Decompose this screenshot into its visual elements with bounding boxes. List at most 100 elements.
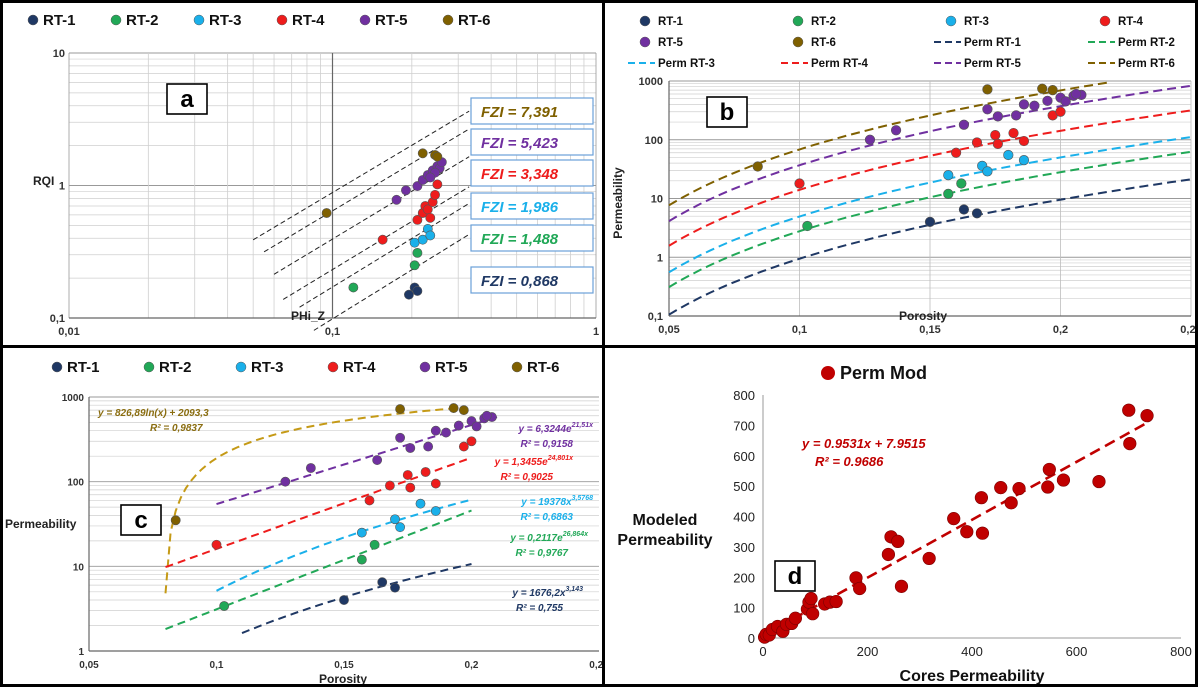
- perm-curve-rt-2: [668, 150, 1192, 288]
- fit-equation-exponent: 3,5768: [572, 495, 594, 502]
- data-point-perm-mod: [974, 491, 989, 505]
- fit-curve-rt-1: [241, 563, 472, 635]
- legend-label-rt-2: RT-2: [126, 12, 159, 29]
- x-tick-label: 0,1: [210, 660, 224, 671]
- legend-marker-rt-5: [639, 36, 651, 48]
- panel-label-b-box: [706, 96, 748, 128]
- perm-curve-rt-6: [668, 81, 1108, 207]
- data-point-rt-5: [441, 427, 451, 438]
- panel-a: FZI = 7,391 FZI = 5,423 FZI = 3,348 FZI = 1…: [3, 3, 602, 345]
- data-point-rt-6: [321, 208, 332, 218]
- y-tick-label: 300: [733, 540, 755, 555]
- data-point-perm-mod: [1123, 436, 1137, 451]
- fzi-label: FZI = 7,391: [481, 104, 558, 121]
- data-point-rt-3: [356, 527, 367, 538]
- fzi-label: FZI = 1,488: [481, 231, 559, 248]
- panel-label-d: d: [788, 563, 803, 590]
- data-point-rt-1: [924, 216, 936, 227]
- fzi-line: [252, 110, 470, 241]
- title-marker: [821, 366, 835, 380]
- data-point-perm-mod: [1092, 474, 1106, 489]
- perm-curve-rt-3: [668, 136, 1192, 274]
- y-axis-label: Permeability: [611, 167, 625, 239]
- fit-curve-rt-3: [216, 498, 472, 592]
- data-point-rt-4: [971, 137, 983, 148]
- fzi-label: FZI = 3,348: [481, 166, 559, 183]
- data-point-rt-5: [1011, 110, 1022, 121]
- fit-equation-rt-5: y = 6,3244e21,51x: [517, 422, 594, 435]
- data-point-rt-4: [377, 234, 388, 245]
- legend-label-perm-rt-4: Perm RT-4: [811, 58, 868, 70]
- data-point-perm-mod: [975, 526, 990, 540]
- fzi-label-box: [470, 159, 594, 187]
- legend-label-rt-5: RT-5: [658, 37, 684, 49]
- x-tick-label: 0,05: [658, 324, 679, 336]
- y-tick-label: 100: [645, 135, 663, 147]
- panel-label-c: c: [134, 507, 147, 534]
- y-tick-label: 100: [67, 478, 84, 489]
- data-point-rt-4: [402, 470, 413, 480]
- y-tick-label: 100: [733, 601, 755, 616]
- data-point-perm-mod: [1012, 481, 1026, 496]
- data-point-rt-6: [982, 84, 993, 95]
- data-point-rt-3: [1003, 149, 1014, 161]
- legend-marker-rt-1: [639, 15, 651, 27]
- data-point-rt-5: [453, 420, 464, 431]
- legend-marker-rt-2: [792, 15, 804, 27]
- x-tick-label: 0,01: [58, 326, 79, 338]
- fzi-line: [273, 156, 470, 275]
- data-point-perm-mod: [922, 551, 936, 566]
- legend-label-perm-rt-3: Perm RT-3: [658, 58, 715, 70]
- legend-marker-rt-4: [276, 14, 288, 26]
- y-tick-label: 10: [73, 562, 85, 573]
- data-point-rt-5: [992, 111, 1003, 122]
- data-point-rt-4: [990, 129, 1001, 141]
- data-point-rt-5: [1060, 96, 1071, 107]
- data-point-rt-4: [211, 539, 222, 550]
- data-point-rt-5: [425, 172, 436, 183]
- chart-a-svg: FZI = 7,391 FZI = 5,423 FZI = 3,348 FZI = 1…: [27, 12, 599, 338]
- data-point-perm-mod: [788, 611, 802, 625]
- data-point-rt-6: [432, 151, 443, 162]
- fit-equation-exponent: 24,801x: [547, 455, 574, 462]
- legend-label-rt-1: RT-1: [43, 12, 76, 29]
- y-axis-label: RQI: [33, 174, 54, 188]
- data-point-rt-2: [219, 601, 230, 611]
- data-point-rt-3: [430, 506, 441, 516]
- legend-label-rt-4: RT-4: [292, 12, 325, 29]
- data-point-rt-2: [409, 260, 420, 271]
- chart-b-svg: 0,050,10,150,20,250,11101001000PorosityP…: [611, 15, 1195, 336]
- data-point-rt-4: [412, 215, 423, 225]
- data-point-rt-4: [466, 436, 477, 447]
- legend-label-rt-5: RT-5: [375, 12, 408, 29]
- y-tick-label: 600: [733, 449, 755, 464]
- data-point-rt-6: [458, 405, 469, 416]
- data-point-rt-4: [458, 441, 469, 452]
- legend-marker-rt-1: [51, 361, 63, 373]
- chart-c-svg: y = 826,89ln(x) + 2093,3 R² = 0,9837 y = 6…: [5, 359, 602, 684]
- y-tick-label: 0,1: [50, 313, 65, 325]
- data-point-rt-3: [417, 234, 428, 245]
- fzi-label-box: [470, 224, 594, 252]
- fzi-label-box: [470, 128, 594, 156]
- gridlines: [668, 80, 1192, 317]
- panel-b: 0,050,10,150,20,250,11101001000PorosityP…: [605, 3, 1195, 345]
- x-tick-label: 0,15: [919, 324, 940, 336]
- data-point-rt-5: [481, 410, 492, 421]
- data-point-rt-5: [405, 443, 416, 453]
- x-tick-label: 0,2: [465, 660, 479, 671]
- fzi-label-box: [470, 266, 594, 294]
- y-tick-label: 200: [733, 570, 755, 585]
- data-point-rt-2: [348, 282, 359, 293]
- data-point-perm-mod: [1056, 473, 1071, 487]
- fit-curve-rt-6: [164, 407, 457, 594]
- legend-label-rt-4: RT-4: [1118, 16, 1144, 28]
- y-tick-label: 1: [657, 252, 663, 264]
- fit-equation-rt-4: y = 1,3455e24,801x: [494, 455, 575, 468]
- fit-equation: y = 0.9531x + 7.9515: [801, 436, 926, 451]
- x-tick-label: 0,1: [325, 326, 340, 338]
- y-tick-label: 1: [59, 181, 65, 193]
- data-point-rt-2: [412, 247, 423, 258]
- x-axis-label: Cores Permeability: [900, 668, 1045, 684]
- x-tick-label: 0,25: [1180, 324, 1195, 336]
